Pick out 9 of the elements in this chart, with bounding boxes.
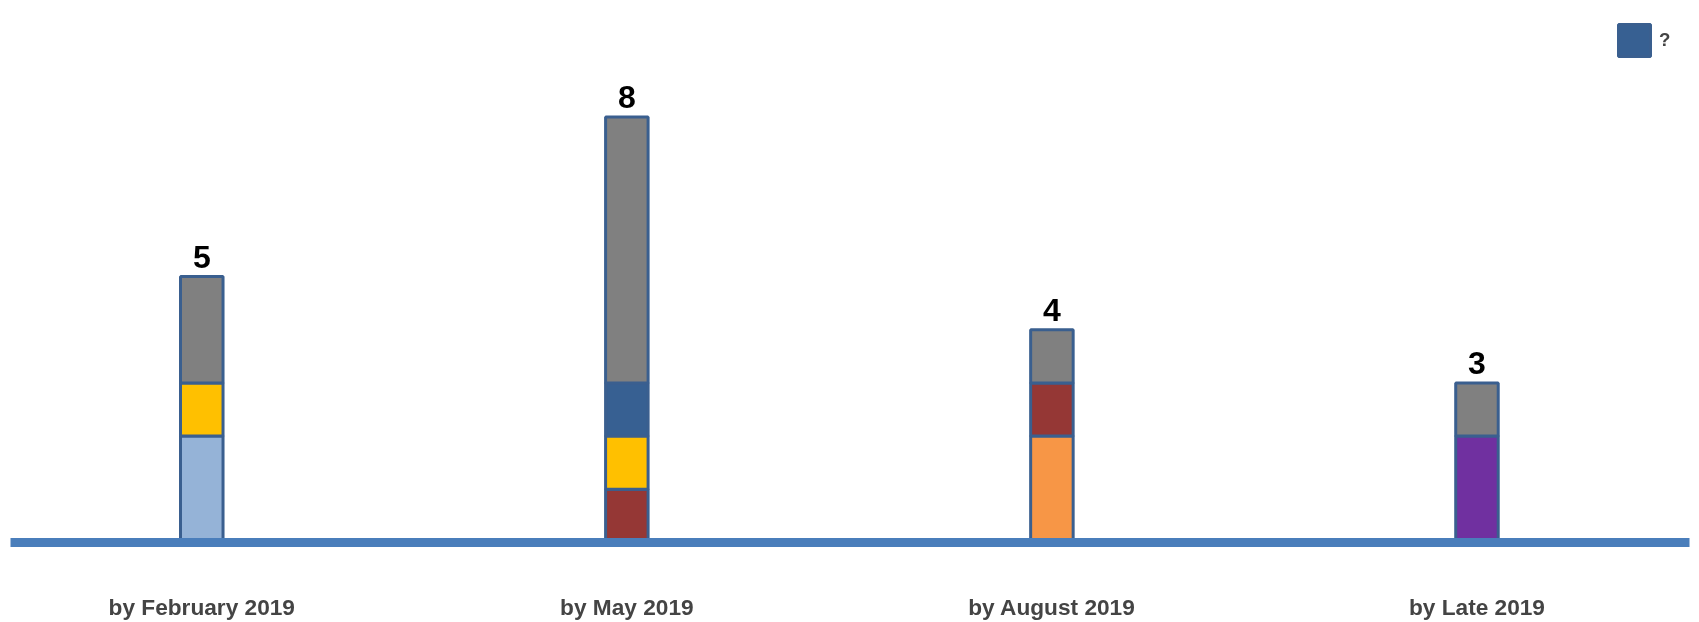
x-tick-label: by August 2019	[968, 593, 1135, 620]
x-tick-label: by Late 2019	[1408, 593, 1545, 620]
legend-label: ?	[1659, 29, 1672, 51]
x-tick-label: by February 2019	[108, 593, 295, 620]
annotation: 8	[617, 79, 636, 116]
annotation: 5	[192, 238, 211, 275]
annotation: 3	[1468, 345, 1486, 382]
x-tick-label: by May 2019	[560, 593, 694, 620]
annotation: 4	[1043, 292, 1062, 329]
